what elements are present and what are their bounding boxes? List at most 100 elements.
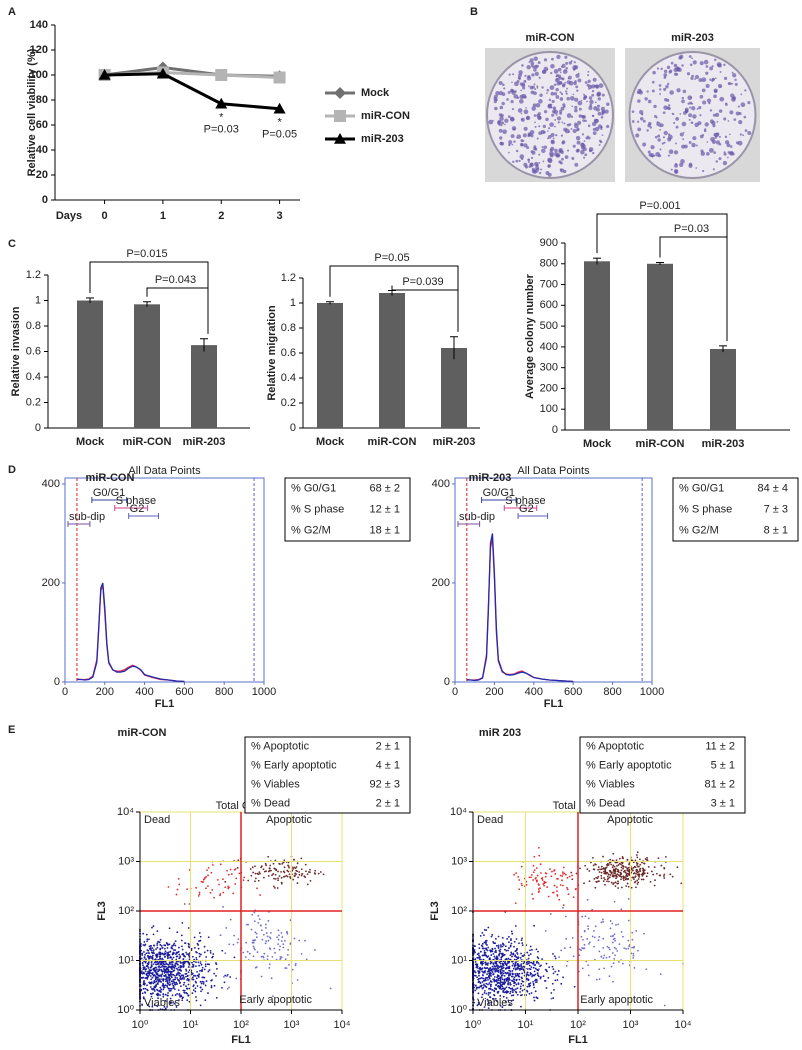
event-dot <box>479 950 482 953</box>
x-tick-label: 400 <box>525 686 543 698</box>
event-dot <box>621 962 624 965</box>
colony <box>699 94 704 99</box>
event-dot <box>583 943 586 946</box>
event-dot <box>518 942 520 945</box>
p-value: P=0.03 <box>204 124 239 136</box>
event-dot <box>636 883 639 885</box>
colony <box>503 87 506 90</box>
colony <box>704 122 709 127</box>
event-dot <box>497 975 500 977</box>
event-dot <box>161 946 164 949</box>
event-dot <box>590 861 592 864</box>
colony <box>690 102 694 105</box>
event-dot <box>142 981 145 984</box>
event-dot <box>291 968 294 971</box>
event-dot <box>229 918 232 921</box>
event-dot <box>167 886 170 888</box>
event-dot <box>499 982 502 985</box>
event-dot <box>526 985 529 988</box>
event-dot <box>485 942 487 945</box>
stats-value: 12 ± 1 <box>369 503 400 515</box>
event-dot <box>546 886 549 888</box>
event-dot <box>176 977 179 979</box>
event-dot <box>478 947 481 950</box>
event-dot <box>499 962 502 965</box>
event-dot <box>148 952 151 955</box>
event-dot <box>504 948 506 951</box>
event-dot <box>305 958 308 961</box>
event-dot <box>532 871 535 874</box>
event-dot <box>183 960 186 963</box>
event-dot <box>268 966 271 969</box>
colony <box>731 82 734 85</box>
event-dot <box>483 1006 486 1008</box>
event-dot <box>603 967 606 970</box>
event-dot <box>541 958 544 961</box>
event-dot <box>614 874 617 877</box>
event-dot <box>566 888 569 891</box>
event-dot <box>487 1007 490 1010</box>
event-dot <box>485 992 488 995</box>
event-dot <box>479 982 482 985</box>
colony <box>538 125 541 128</box>
colony <box>718 135 721 138</box>
colony <box>522 133 527 138</box>
event-dot <box>602 946 605 949</box>
event-dot <box>632 872 635 875</box>
event-dot <box>559 874 562 877</box>
event-dot <box>627 885 630 888</box>
event-dot <box>503 978 506 981</box>
event-dot <box>600 871 603 874</box>
colony <box>530 150 534 153</box>
event-dot <box>260 866 263 869</box>
event-dot <box>544 881 547 884</box>
event-dot <box>160 968 163 971</box>
event-dot <box>501 955 504 958</box>
event-dot <box>489 992 492 994</box>
event-dot <box>581 967 584 970</box>
event-dot <box>604 878 606 881</box>
x-tick-label: 10⁰ <box>132 1019 149 1031</box>
point-marker <box>334 110 346 122</box>
event-dot <box>487 946 490 949</box>
event-dot <box>229 868 232 871</box>
event-dot <box>268 963 271 966</box>
event-dot <box>517 876 520 878</box>
event-dot <box>147 1003 150 1006</box>
event-dot <box>269 936 271 939</box>
event-dot <box>163 986 166 989</box>
colony <box>573 81 577 86</box>
event-dot <box>530 972 533 975</box>
x-tick-label: 0 <box>452 686 458 698</box>
event-dot <box>492 973 495 975</box>
event-dot <box>162 962 165 965</box>
event-dot <box>535 961 538 964</box>
event-dot <box>496 958 499 960</box>
event-dot <box>211 955 214 958</box>
event-dot <box>563 947 566 949</box>
y-tick-label: 0 <box>444 676 450 688</box>
event-dot <box>151 951 153 954</box>
event-dot <box>156 972 159 975</box>
event-dot <box>166 984 168 987</box>
event-dot <box>505 986 508 989</box>
event-dot <box>493 993 495 996</box>
colony <box>654 135 658 139</box>
colony <box>692 114 697 119</box>
event-dot <box>558 956 560 958</box>
event-dot <box>146 984 148 987</box>
event-dot <box>533 964 536 967</box>
colony <box>715 160 719 163</box>
event-dot <box>600 877 603 880</box>
event-dot <box>497 981 500 984</box>
event-dot <box>610 935 612 938</box>
colony <box>520 89 522 92</box>
event-dot <box>508 1003 511 1006</box>
colony <box>524 74 527 77</box>
event-dot <box>279 957 282 960</box>
colony <box>688 162 693 167</box>
colony <box>689 63 693 67</box>
event-dot <box>520 982 523 985</box>
colony <box>589 103 593 107</box>
colony <box>657 138 661 142</box>
